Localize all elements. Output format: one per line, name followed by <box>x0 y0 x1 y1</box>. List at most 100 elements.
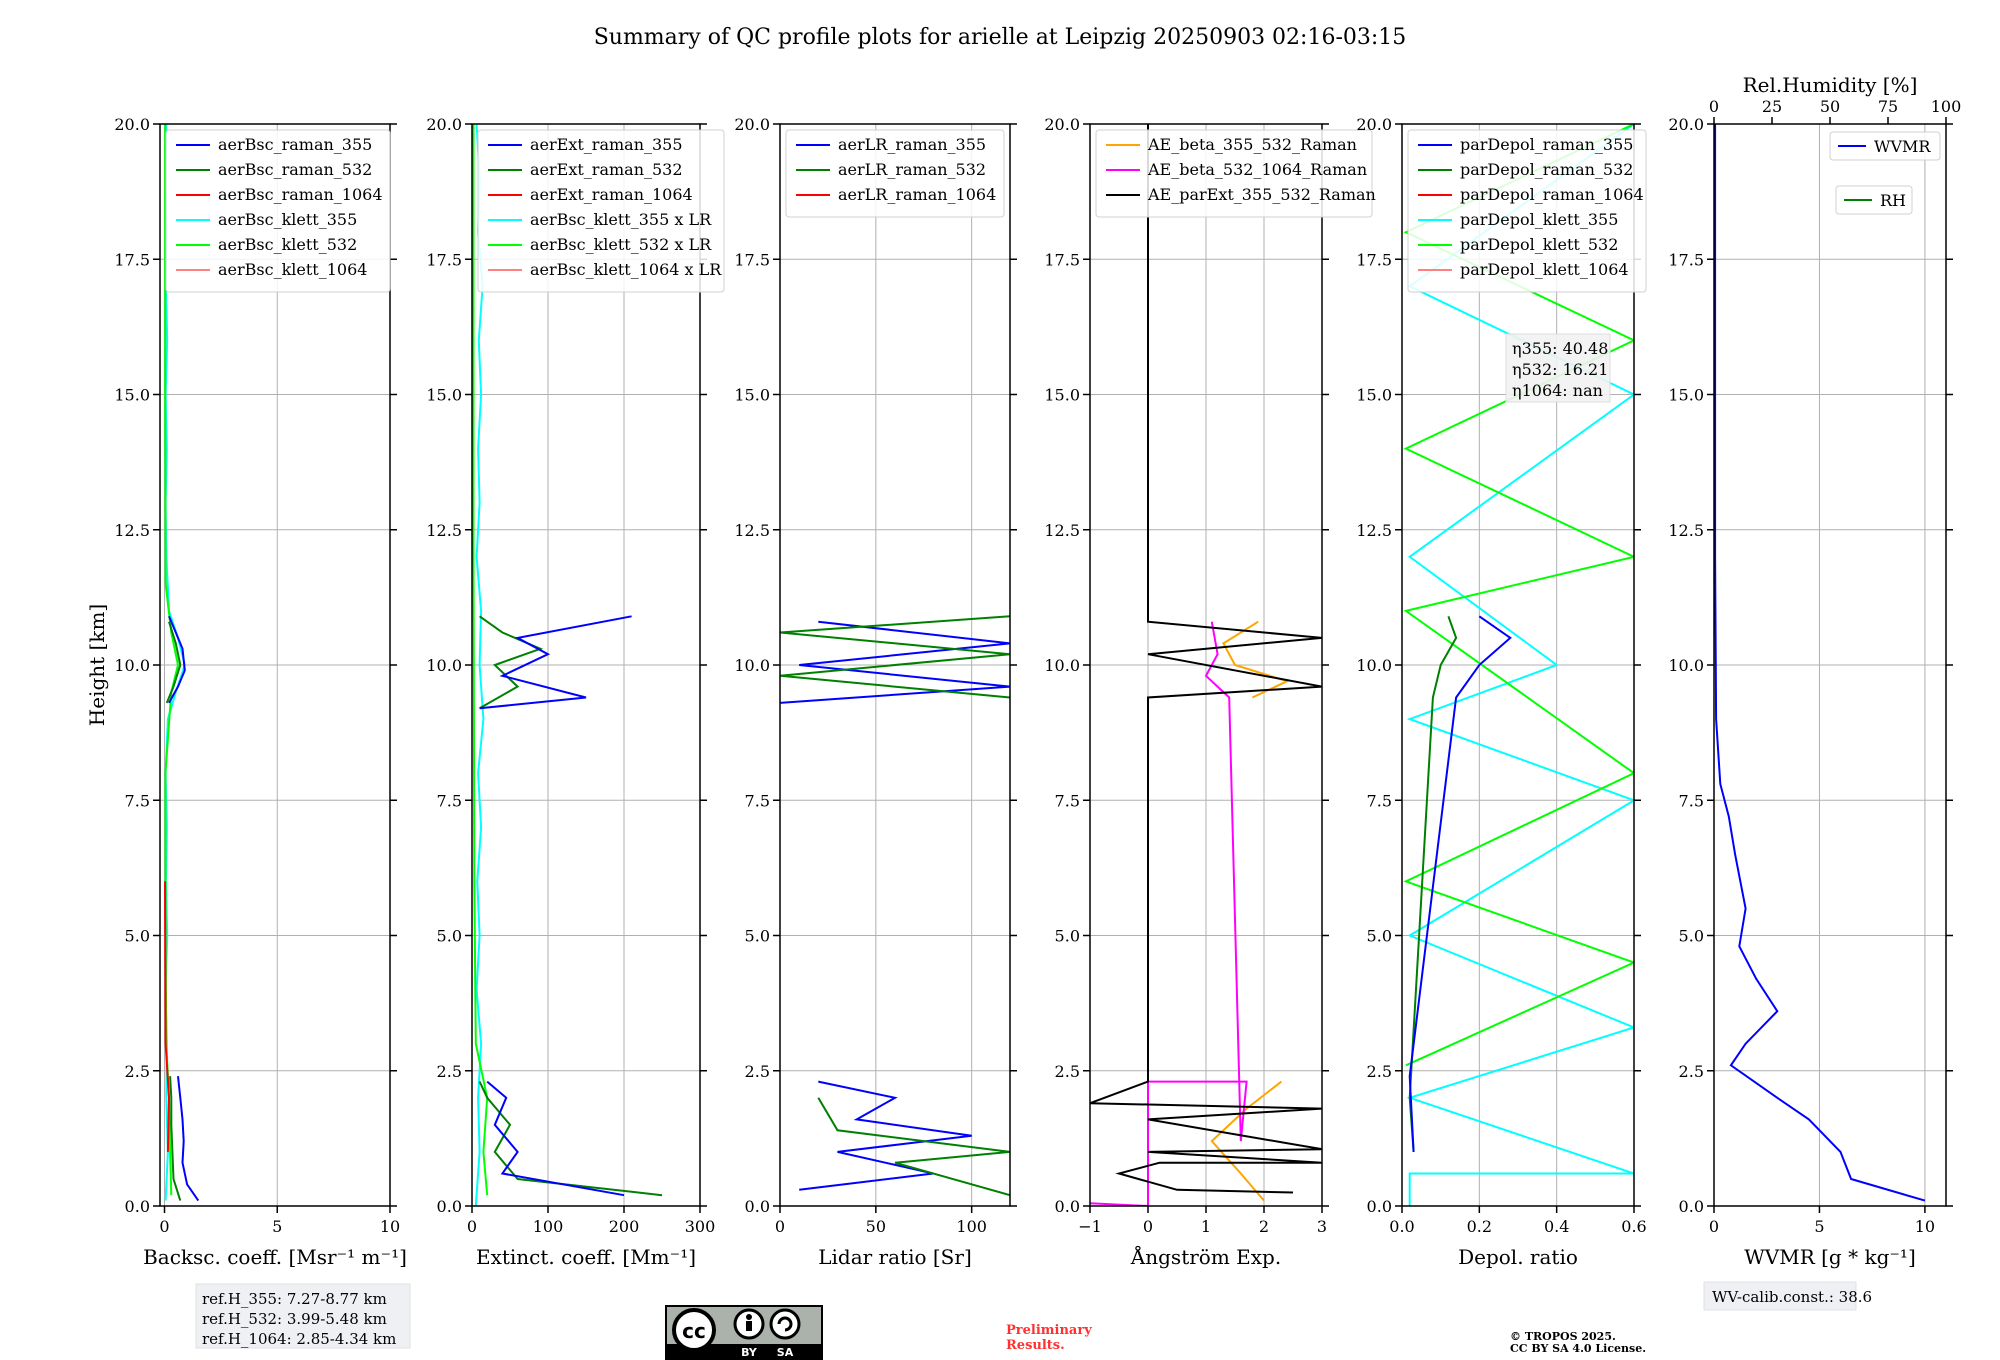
eta-box-bg <box>1505 333 1611 403</box>
series-line-5 <box>479 615 632 710</box>
series-group <box>472 124 663 1206</box>
panel-frame <box>471 123 701 1207</box>
x-axis-label: Depol. ratio <box>1458 1245 1578 1269</box>
x-tick-label: 100 <box>533 1217 564 1236</box>
eta-box: η355: 40.48 η532: 16.21 η1064: nan <box>1505 333 1611 403</box>
panels-layer: 0.02.55.07.510.012.515.017.520.00 5 10Back… <box>114 73 1961 1269</box>
legend-entry: aerLR_raman_532 <box>838 160 986 179</box>
panel-lidar_ratio: 0.0 2.5 5.0 7.5 10.0 12.5 15.0 17.5 20.0 0 50 100 Li… <box>734 115 1017 1269</box>
y-tick-label: 20.0 <box>114 115 150 134</box>
legend-box <box>1829 131 1941 161</box>
series-line-2 <box>1090 621 1248 1206</box>
panel-frame <box>1401 123 1635 1207</box>
cc-license-badge: cc BY SA <box>665 1305 823 1360</box>
cc-logo-text: cc <box>682 1319 706 1343</box>
x-tick-label: 300 <box>685 1217 716 1236</box>
y-tick-label: 0.0 <box>1679 1197 1704 1216</box>
series-line-3 <box>780 615 1010 699</box>
by-person-head-icon <box>746 1314 752 1320</box>
y-tick-label: 17.5 <box>1356 250 1392 269</box>
top-x-tick-label: 25 <box>1762 97 1782 116</box>
legend-box <box>1407 129 1647 293</box>
panel-frame <box>779 123 1011 1207</box>
copyright-line1: © TROPOS 2025. <box>1510 1330 1616 1343</box>
y-tick-label: 15.0 <box>426 386 462 405</box>
x-tick-label: 10 <box>1915 1217 1935 1236</box>
x-tick-label: 5 <box>272 1217 282 1236</box>
by-person-body-icon <box>746 1321 752 1331</box>
wv-calib-text: WV-calib.const.: 38.6 <box>1712 1288 1872 1306</box>
x-tick-label: 0 <box>775 1217 785 1236</box>
x-tick-label: 0.0 <box>1389 1217 1414 1236</box>
series-line-1 <box>472 124 489 1196</box>
x-tick-label: 5 <box>1814 1217 1824 1236</box>
y-tick-label: 17.5 <box>1668 250 1704 269</box>
y-tick-label: 10.0 <box>114 656 150 675</box>
legend-entry: aerBsc_raman_355 <box>218 135 372 154</box>
y-tick-label: 17.5 <box>734 250 770 269</box>
y-tick-label: 2.5 <box>1367 1062 1392 1081</box>
y-tick-label: 15.0 <box>1668 386 1704 405</box>
x-tick-label: 2 <box>1259 1217 1269 1236</box>
y-tick-label: 10.0 <box>1356 656 1392 675</box>
x-tick-label: 0.6 <box>1621 1217 1646 1236</box>
y-tick-label: 2.5 <box>1679 1062 1704 1081</box>
panel-backscatter: 0.0 2.5 5.0 7.5 10.0 12.5 15.0 17.5 20.0 0 5 10 Back… <box>114 115 407 1269</box>
series-line-5 <box>177 1076 200 1202</box>
legend-entry: aerLR_raman_1064 <box>838 185 996 204</box>
legend-entry: aerBsc_klett_355 <box>218 210 357 229</box>
series-group <box>1714 124 1926 1202</box>
preliminary-line1: Preliminary <box>1006 1323 1092 1338</box>
x-tick-label: 100 <box>956 1217 987 1236</box>
series-line-1 <box>1222 620 1290 699</box>
panel-wvmr_rh: 0.0 2.5 5.0 7.5 10.0 12.5 15.0 17.5 20.0 0 5 10 WVMR… <box>1668 73 1961 1269</box>
series-line-2 <box>164 881 171 1152</box>
legend-entry: parDepol_klett_1064 <box>1460 260 1629 279</box>
y-tick-label: 10.0 <box>1668 656 1704 675</box>
x-tick-label: 50 <box>866 1217 886 1236</box>
y-tick-label: 15.0 <box>734 386 770 405</box>
y-tick-label: 17.5 <box>426 250 462 269</box>
y-tick-label: 10.0 <box>734 656 770 675</box>
legend-box <box>1095 129 1373 218</box>
x-tick-label: 200 <box>609 1217 640 1236</box>
series-line-0 <box>1714 124 1926 1202</box>
panel-frame <box>159 123 391 1207</box>
x-axis-label: Lidar ratio [Sr] <box>818 1245 972 1269</box>
legend-entry: AE_beta_532_1064_Raman <box>1147 160 1367 179</box>
x-axis-label: WVMR [g * kg⁻¹] <box>1744 1245 1916 1269</box>
legend-entry: parDepol_raman_532 <box>1460 160 1633 179</box>
y-tick-label: 5.0 <box>437 927 462 946</box>
eta-value: η1064: nan <box>1512 381 1603 400</box>
y-tick-label: 5.0 <box>125 927 150 946</box>
y-tick-label: 7.5 <box>1679 791 1704 810</box>
y-tick-label: 2.5 <box>125 1062 150 1081</box>
license-by-label: BY <box>741 1346 758 1359</box>
series-line-2 <box>780 620 1010 704</box>
x-axis-label: Ångström Exp. <box>1130 1244 1281 1269</box>
ref-height-355: ref.H_355: 7.27-8.77 km <box>202 1290 387 1308</box>
series-group <box>164 124 200 1202</box>
x-tick-label: −1 <box>1078 1217 1102 1236</box>
top-axis-label: Rel.Humidity [%] <box>1743 73 1918 97</box>
y-tick-label: 2.5 <box>437 1062 462 1081</box>
top-x-tick-label: 0 <box>1709 97 1719 116</box>
y-tick-label: 2.5 <box>745 1062 770 1081</box>
legend-entry: aerBsc_klett_532 x LR <box>530 235 712 254</box>
legend-box <box>477 129 725 293</box>
ref-height-1064: ref.H_1064: 2.85-4.34 km <box>202 1330 396 1348</box>
x-tick-label: 1 <box>1201 1217 1211 1236</box>
legend-entry: aerBsc_klett_1064 x LR <box>530 260 722 279</box>
legend-entry: parDepol_raman_355 <box>1460 135 1633 154</box>
reference-height-box: ref.H_355: 7.27-8.77 km ref.H_532: 3.99-… <box>195 1283 411 1349</box>
y-tick-label: 7.5 <box>745 791 770 810</box>
top-x-tick-label: 75 <box>1878 97 1898 116</box>
y-tick-label: 12.5 <box>1044 521 1080 540</box>
series-line-6 <box>168 615 186 704</box>
x-axis-label: Backsc. coeff. [Msr⁻¹ m⁻¹] <box>143 1245 407 1269</box>
y-tick-label: 5.0 <box>1367 927 1392 946</box>
legend-entry: aerBsc_klett_355 x LR <box>530 210 712 229</box>
y-tick-label: 2.5 <box>1055 1062 1080 1081</box>
legend-entry: AE_parExt_355_532_Raman <box>1147 185 1376 204</box>
